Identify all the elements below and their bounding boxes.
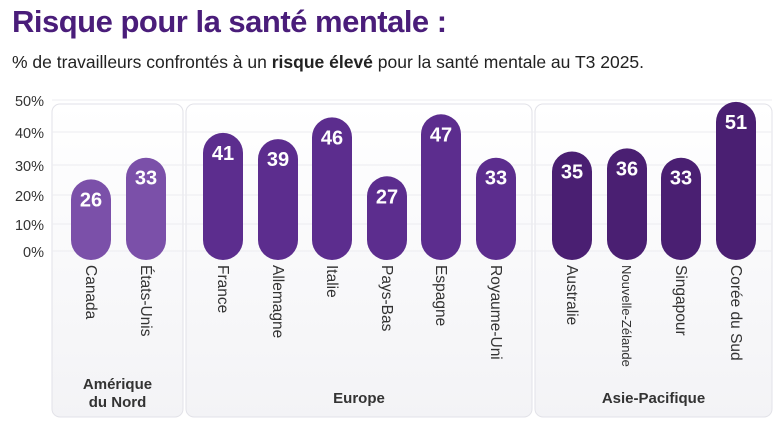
data-label: 36 bbox=[616, 158, 638, 180]
category-label: Nouvelle-Zélande bbox=[619, 265, 634, 367]
y-tick-label: 40% bbox=[15, 126, 44, 142]
bar bbox=[421, 114, 461, 260]
bar bbox=[203, 132, 243, 260]
group-label: Asie-Pacifique bbox=[602, 390, 705, 407]
category-label: Espagne bbox=[432, 265, 449, 326]
bar bbox=[552, 151, 592, 260]
data-label: 41 bbox=[212, 143, 234, 165]
category-label: Australie bbox=[563, 265, 580, 325]
y-tick-label: 20% bbox=[15, 189, 44, 205]
data-label: 47 bbox=[430, 124, 452, 146]
bar bbox=[71, 179, 111, 260]
data-label: 51 bbox=[725, 112, 747, 134]
y-tick-label: 30% bbox=[15, 159, 44, 175]
group-label: Europe bbox=[333, 390, 385, 407]
category-label: Canada bbox=[82, 265, 99, 320]
chart-title: Risque pour la santé mentale : bbox=[12, 4, 447, 39]
bar bbox=[126, 157, 166, 260]
category-label: France bbox=[214, 265, 231, 313]
y-tick-label: 0% bbox=[23, 245, 44, 261]
category-label: Royaume-Uni bbox=[487, 265, 504, 360]
data-label: 27 bbox=[376, 186, 398, 208]
chart-subtitle: % de travailleurs confrontés à un risque… bbox=[12, 52, 644, 73]
category-label: Singapour bbox=[672, 265, 689, 336]
subtitle-text: % de travailleurs confrontés à un bbox=[12, 52, 272, 72]
category-label: Allemagne bbox=[269, 265, 286, 338]
category-label: Corée du Sud bbox=[727, 265, 744, 361]
bar bbox=[607, 148, 647, 260]
data-label: 33 bbox=[670, 168, 692, 190]
bar bbox=[258, 139, 298, 260]
data-label: 33 bbox=[135, 168, 157, 190]
y-tick-label: 50% bbox=[15, 94, 44, 110]
group-label: du Nord bbox=[89, 394, 147, 411]
category-label: Pays-Bas bbox=[378, 265, 395, 332]
bar bbox=[367, 176, 407, 260]
bar bbox=[476, 157, 516, 260]
category-label: États-Unis bbox=[137, 265, 154, 337]
group-panel bbox=[534, 103, 773, 418]
group-panel bbox=[51, 103, 184, 418]
subtitle-bold: risque élevé bbox=[271, 52, 373, 72]
subtitle-text-end: pour la santé mentale au T3 2025. bbox=[372, 52, 645, 72]
bar bbox=[716, 101, 756, 261]
data-label: 26 bbox=[80, 189, 102, 211]
bar bbox=[312, 117, 352, 261]
data-label: 33 bbox=[485, 168, 507, 190]
y-tick-label: 10% bbox=[15, 218, 44, 234]
data-label: 39 bbox=[267, 149, 289, 171]
category-label: Italie bbox=[323, 265, 340, 298]
data-label: 35 bbox=[561, 162, 583, 184]
bar bbox=[661, 157, 701, 260]
data-label: 46 bbox=[321, 127, 343, 149]
group-label: Amérique bbox=[83, 376, 152, 393]
